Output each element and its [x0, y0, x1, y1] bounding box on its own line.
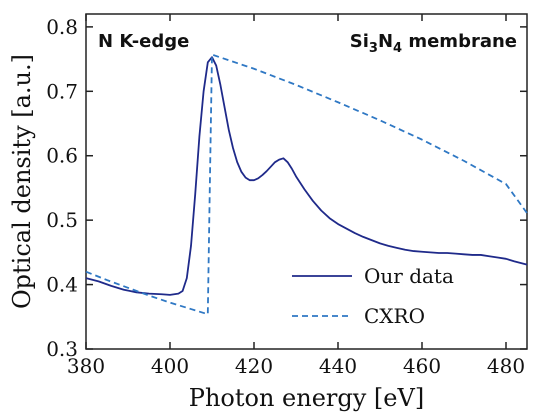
- annotation-membrane: membrane: [402, 31, 517, 52]
- series-layer: [85, 53, 528, 316]
- x-tick-label: 420: [235, 354, 273, 378]
- x-tick-label: 460: [403, 354, 441, 378]
- y-tick-label: 0.7: [46, 79, 78, 103]
- series-line-our-data: [85, 56, 528, 296]
- annotation-sub-4: 4: [393, 41, 402, 56]
- legend: Our data CXRO: [292, 264, 454, 328]
- y-tick-label: 0.8: [46, 15, 78, 39]
- axis-ticks: 380 400 420 440 460 480 0.3 0.4 0.5 0.6 0.7 0.8: [46, 14, 527, 378]
- y-tick-label: 0.4: [46, 273, 78, 297]
- x-axis-title: Photon energy [eV]: [189, 384, 424, 412]
- annotation-sub-3: 3: [369, 41, 378, 56]
- legend-label-our-data: Our data: [364, 264, 454, 288]
- x-tick-label: 400: [151, 354, 189, 378]
- x-tick-label: 380: [67, 354, 105, 378]
- x-tick-label: 440: [319, 354, 357, 378]
- y-tick-label: 0.6: [46, 144, 78, 168]
- annotation-n: N: [378, 31, 393, 52]
- annotation-si: Si: [350, 31, 369, 52]
- plot-frame: [85, 13, 528, 350]
- series-line-cxro: [85, 53, 528, 316]
- y-tick-label: 0.3: [46, 337, 78, 361]
- y-tick-label: 0.5: [46, 208, 78, 232]
- x-tick-label: 480: [487, 354, 525, 378]
- y-axis-title: Optical density [a.u.]: [8, 54, 36, 309]
- annotation-si3n4-membrane: Si3N4 membrane: [350, 31, 517, 56]
- legend-label-cxro: CXRO: [364, 304, 425, 328]
- annotation-n-k-edge: N K-edge: [98, 31, 189, 52]
